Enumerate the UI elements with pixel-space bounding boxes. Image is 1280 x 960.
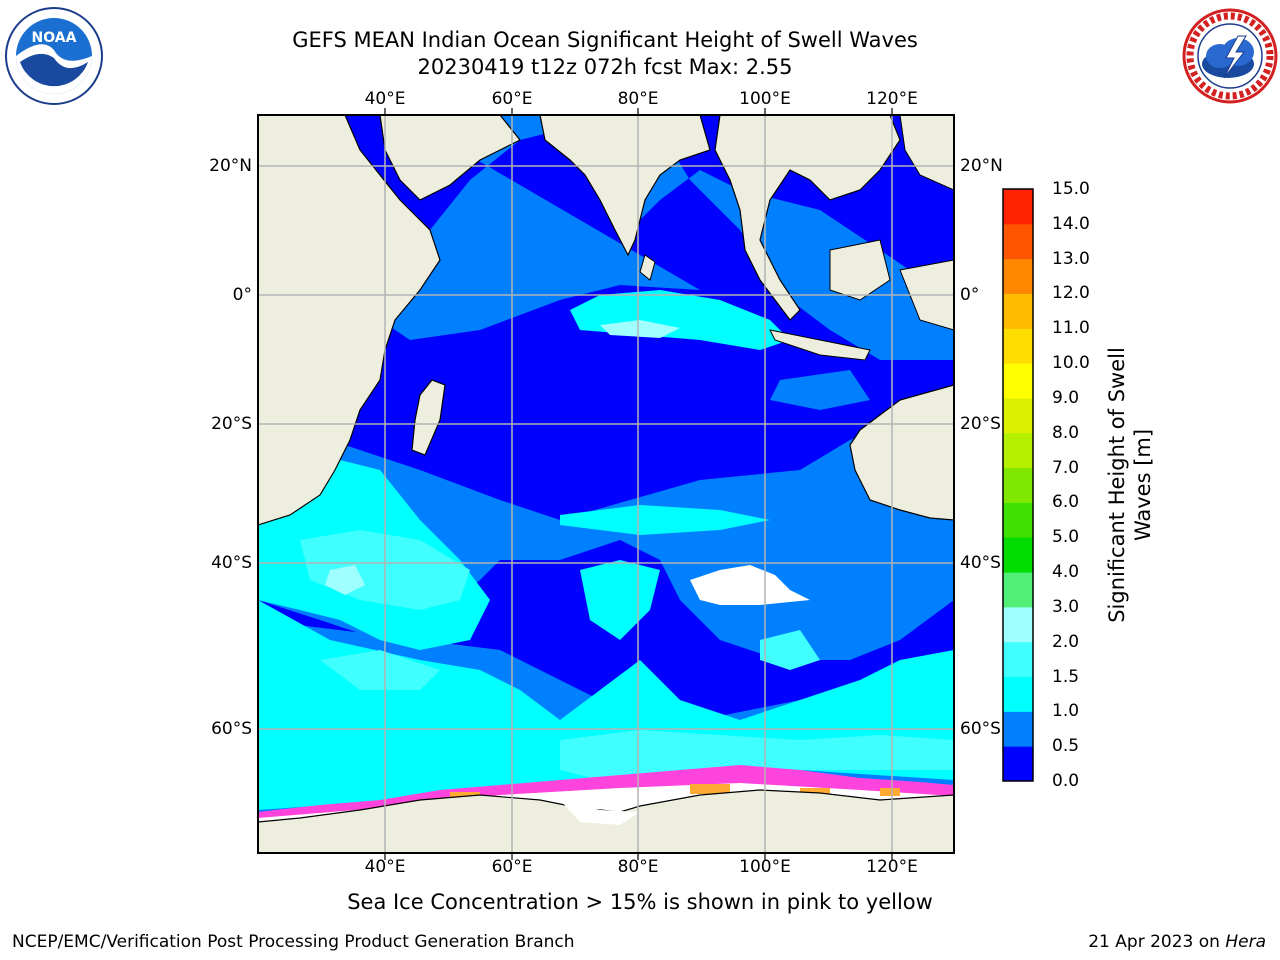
lon-tick-top-80e: 80°E: [617, 89, 659, 109]
map-subtitle: 20230419 t12z 072h fcst Max: 2.55: [417, 55, 793, 79]
ice-shelf: [560, 800, 640, 825]
colorbar-segment: [1003, 502, 1033, 538]
lon-tick-bottom-120e: 120°E: [866, 857, 918, 877]
colorbar-tick-label: 12.0: [1052, 283, 1090, 304]
nws-logo: [1182, 8, 1278, 104]
colorbar-tick-label: 1.0: [1052, 701, 1080, 722]
gridlines: [258, 115, 954, 853]
lat-tick-left-40s: 40°S: [211, 553, 252, 573]
map-frame: [257, 114, 955, 854]
arabia-landmass: [379, 115, 521, 201]
noaa-logo: NOAA: [5, 7, 103, 105]
lon-tick-top-40e: 40°E: [364, 89, 406, 109]
colorbar-tick-label: 11.0: [1052, 318, 1090, 339]
swell-band-2-3: [325, 320, 680, 595]
colorbar-tick-label: 10.0: [1052, 353, 1090, 374]
madagascar: [411, 379, 446, 456]
lat-tick-left-20s: 20°S: [211, 414, 252, 434]
lon-tick-top-120e: 120°E: [866, 89, 918, 109]
lon-tick-bottom-100e: 100°E: [739, 857, 791, 877]
lon-tick-bottom-60e: 60°E: [491, 857, 533, 877]
colorbar-tick-label: 5.0: [1052, 527, 1080, 548]
colorbar-tick-label: 13.0: [1052, 248, 1090, 269]
footer-date-text: 21 Apr 2023 on: [1088, 932, 1226, 952]
colorbar-segment: [1003, 641, 1033, 678]
colorbar-segment: [1003, 711, 1033, 747]
lon-tick-top-60e: 60°E: [491, 89, 533, 109]
colorbar-title: Significant Height of Swell Waves [m]: [1104, 347, 1156, 623]
footer-credit: NCEP/EMC/Verification Post Processing Pr…: [12, 932, 575, 952]
australia-landmass: [849, 384, 954, 521]
colorbar-segment: [1003, 397, 1033, 434]
colorbar-segment: [1003, 189, 1033, 225]
philippines-landmass: [899, 115, 954, 191]
colorbar-tick-label: 3.0: [1052, 596, 1080, 617]
lat-tick-right-40s: 40°S: [960, 553, 1001, 573]
lon-tick-top-100e: 100°E: [739, 89, 791, 109]
lon-tick-bottom-40e: 40°E: [364, 857, 406, 877]
footer-machine: Hera: [1225, 932, 1266, 952]
colorbar-segment: [1003, 432, 1033, 469]
colorbar-tick-label: 15.0: [1052, 179, 1090, 199]
colorbar-tick-label: 6.0: [1052, 492, 1080, 513]
sea-ice-caption-text: Sea Ice Concentration > 15% is shown in …: [347, 890, 933, 914]
map-title: GEFS MEAN Indian Ocean Significant Heigh…: [292, 28, 918, 52]
lat-tick-right-20s: 20°S: [960, 414, 1001, 434]
africa-landmass: [258, 115, 441, 526]
colorbar-tick-label: 4.0: [1052, 562, 1080, 583]
sea-ice-caption: Sea Ice Concentration > 15% is shown in …: [0, 890, 1280, 914]
java-landmass: [769, 329, 871, 361]
lat-tick-left-0: 0°: [232, 285, 252, 305]
colorbar-segment: [1003, 746, 1033, 782]
colorbar-title-line2: Waves [m]: [1131, 428, 1155, 542]
colorbar-segment: [1003, 606, 1033, 643]
noaa-logo-text: NOAA: [32, 30, 77, 46]
lat-tick-right-20n: 20°N: [960, 156, 1003, 176]
colorbar-segment: [1003, 258, 1033, 294]
lat-tick-left-20n: 20°N: [209, 156, 252, 176]
lat-tick-left-60s: 60°S: [211, 719, 252, 739]
colorbar-tick-label: 0.5: [1052, 736, 1080, 757]
colorbar-segment: [1003, 223, 1033, 260]
footer-date: 21 Apr 2023 on Hera: [1088, 932, 1266, 952]
colorbar-segment: [1003, 537, 1033, 573]
lat-tick-right-0: 0°: [960, 285, 980, 305]
colorbar-tick-label: 0.0: [1052, 771, 1080, 791]
colorbar-segment: [1003, 293, 1033, 329]
colorbar-segment: [1003, 467, 1033, 503]
tick-marks: [384, 108, 893, 860]
colorbar-segment: [1003, 572, 1033, 608]
lon-tick-bottom-80e: 80°E: [617, 857, 659, 877]
no-data-patch: [690, 565, 810, 605]
sri-lanka: [639, 254, 656, 281]
colorbar-segment: [1003, 676, 1033, 712]
lat-tick-right-60s: 60°S: [960, 719, 1001, 739]
colorbar-tick-label: 8.0: [1052, 422, 1080, 443]
colorbar-segment: [1003, 363, 1033, 399]
colorbar-tick-label: 2.0: [1052, 631, 1080, 652]
colorbar-tick-label: 1.5: [1052, 666, 1080, 687]
colorbar-tick-label: 14.0: [1052, 213, 1090, 234]
colorbar: [1002, 188, 1034, 782]
india-landmass: [539, 115, 711, 257]
colorbar-title-line1: Significant Height of Swell: [1105, 347, 1129, 623]
borneo-landmass: [829, 239, 891, 301]
colorbar-segment: [1003, 328, 1033, 364]
colorbar-tick-label: 7.0: [1052, 457, 1080, 478]
colorbar-tick-label: 9.0: [1052, 387, 1080, 408]
